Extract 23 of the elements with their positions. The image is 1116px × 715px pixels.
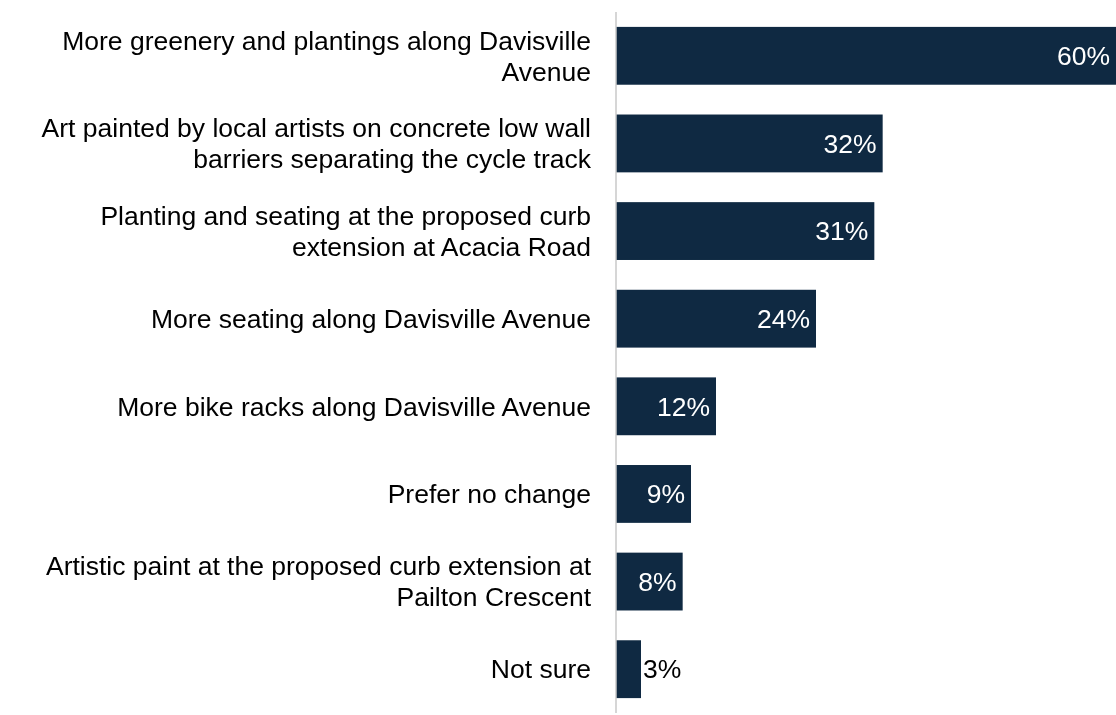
data-label: 24% xyxy=(756,303,810,334)
bar xyxy=(616,289,816,348)
y-tick-label: More bike racks along Davisville Avenue xyxy=(117,391,591,422)
bar xyxy=(616,465,691,523)
y-tick-label: More greenery and plantings along Davisville Avenue xyxy=(62,25,591,87)
y-tick-label: More seating along Davisville Avenue xyxy=(151,303,591,334)
data-label: 3% xyxy=(643,654,682,685)
data-label: 32% xyxy=(823,128,877,159)
data-label: 60% xyxy=(1056,41,1110,72)
y-tick-label: Artistic paint at the proposed curb extension at Pailton Crescent xyxy=(45,551,592,613)
data-label: 31% xyxy=(815,216,869,247)
data-label: 12% xyxy=(656,391,710,422)
y-tick-label: Not sure xyxy=(490,654,591,685)
bar xyxy=(616,202,875,260)
data-label: 8% xyxy=(638,566,677,597)
y-tick-label: Prefer no change xyxy=(387,479,591,510)
bar xyxy=(616,377,716,436)
y-tick-label: Planting and seating at the proposed curb extension at Acacia Road xyxy=(100,200,591,262)
bar xyxy=(616,26,1116,85)
bar xyxy=(616,114,883,173)
y-tick-label: Art painted by local artists on concrete low wall barriers separating the cycle track xyxy=(41,113,592,175)
data-label: 9% xyxy=(646,479,685,510)
bar xyxy=(616,640,641,699)
